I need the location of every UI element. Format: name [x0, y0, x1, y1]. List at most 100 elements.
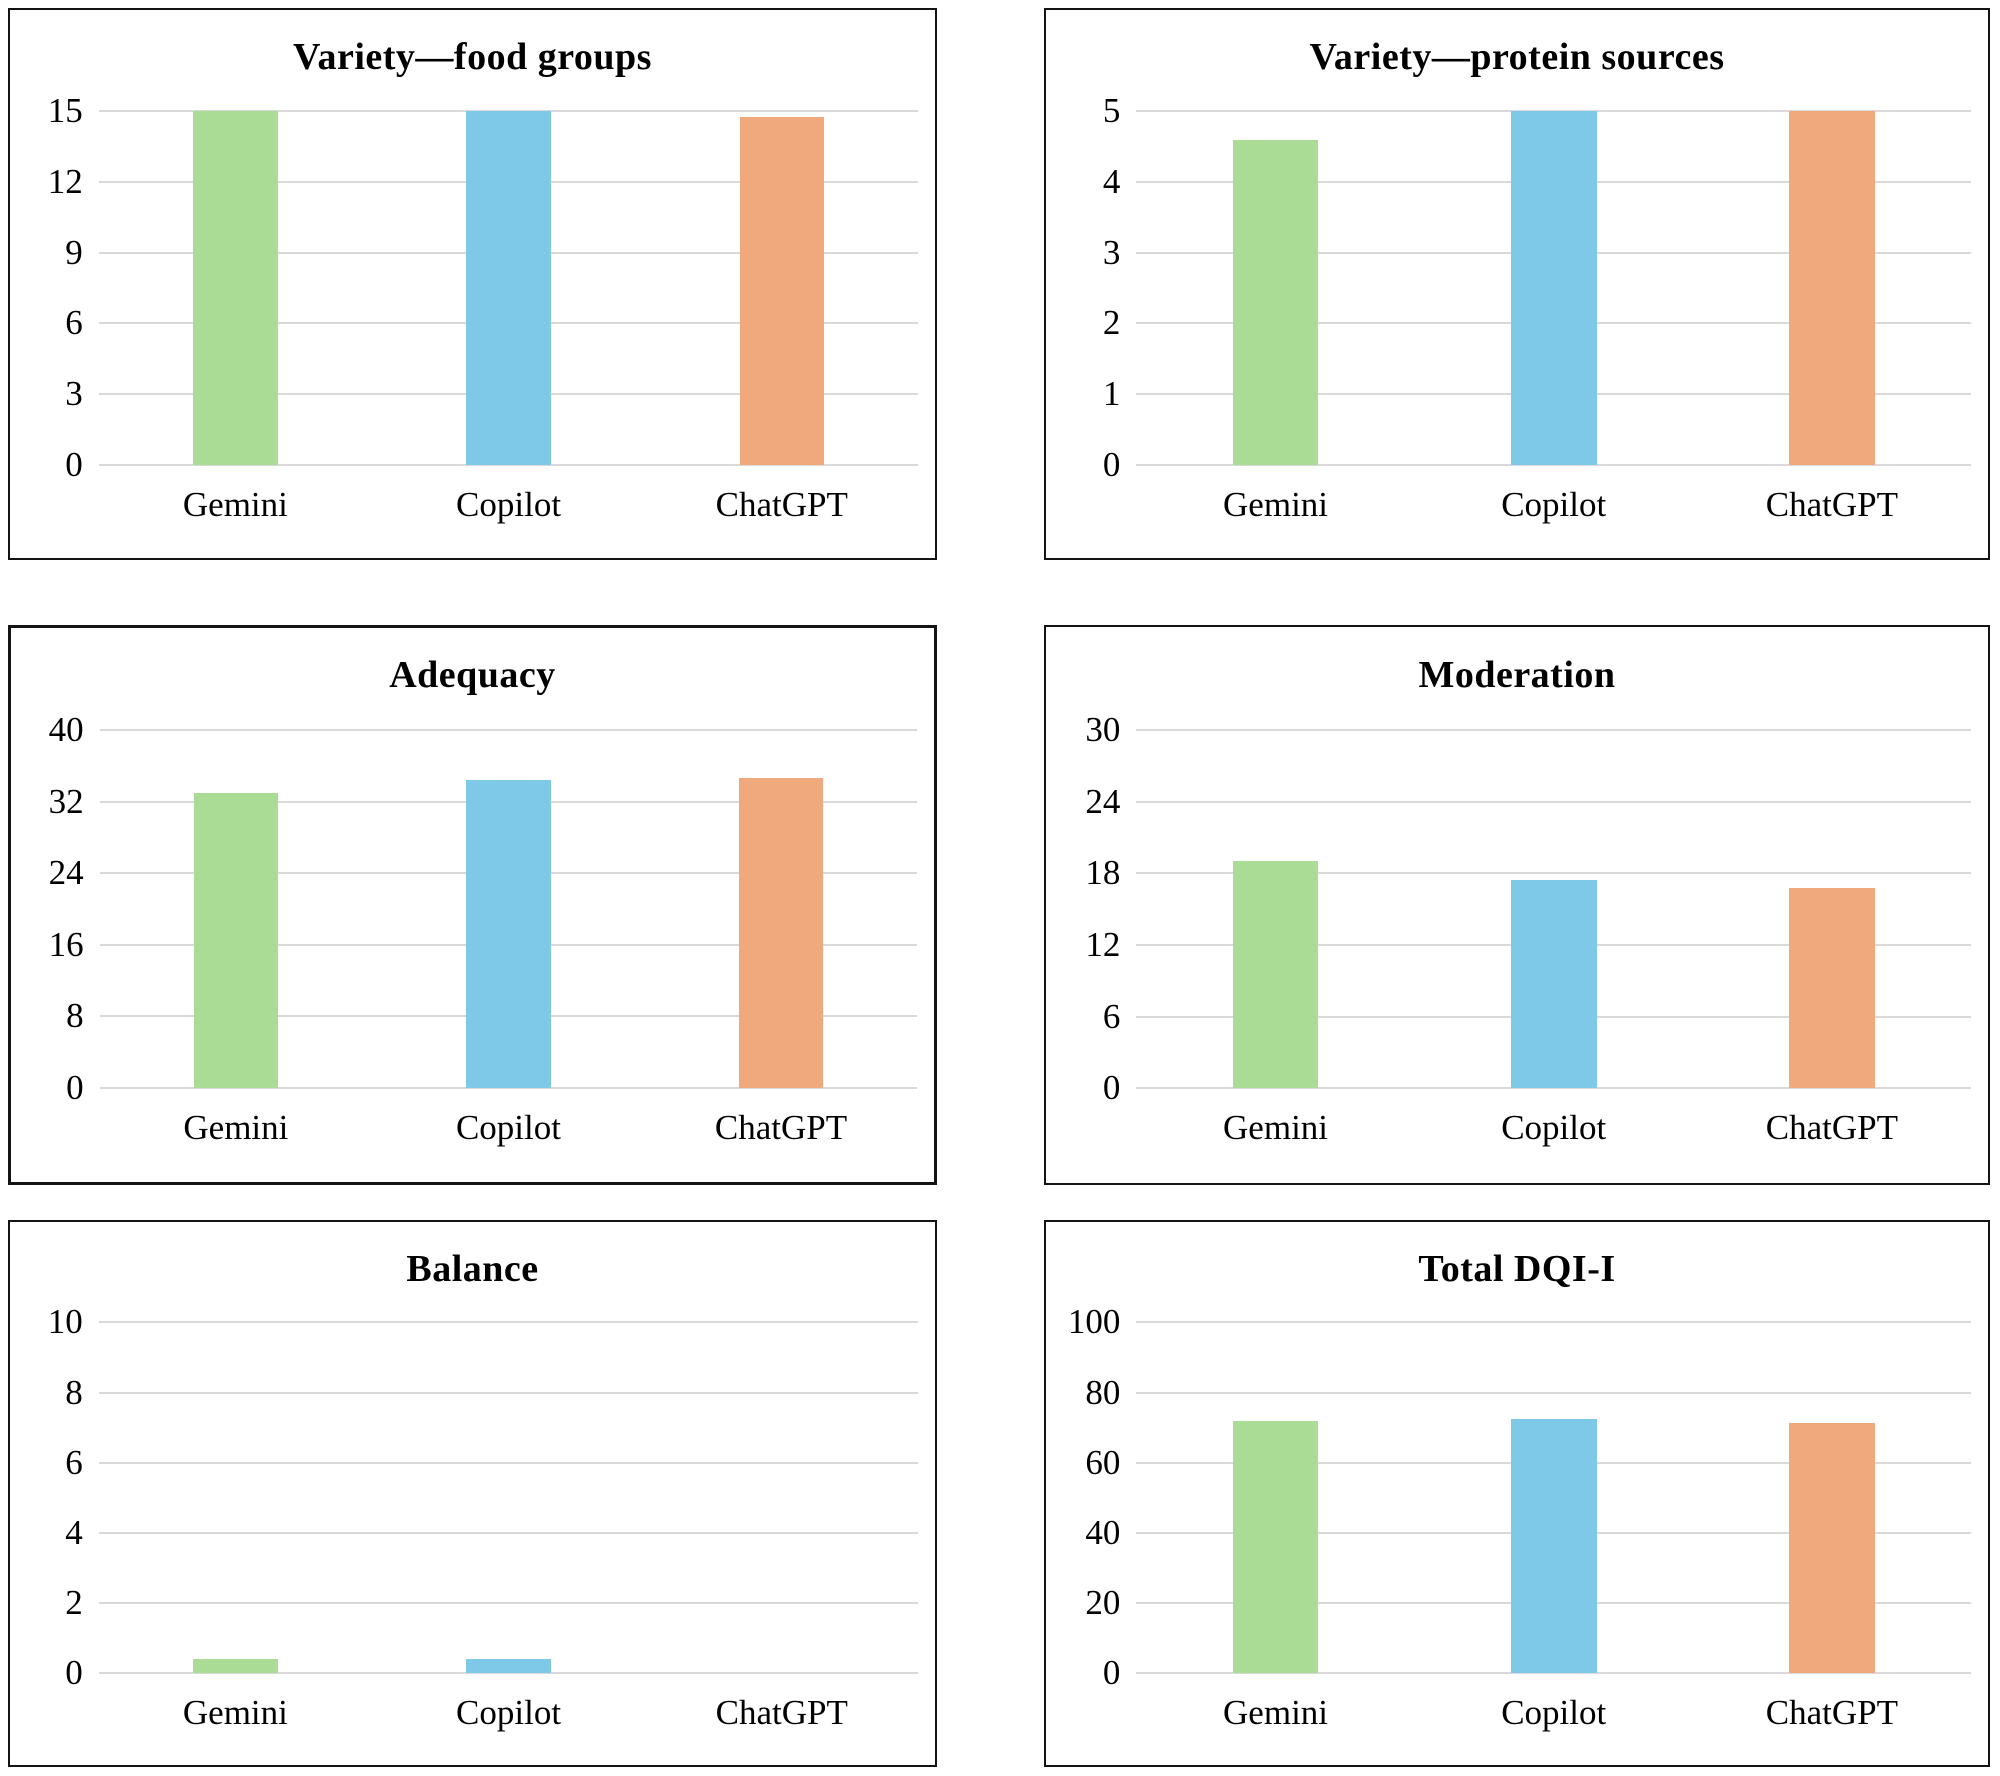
bar-gemini	[193, 111, 278, 465]
gridline-6	[98, 1461, 919, 1464]
y-tick-label: 3	[1102, 232, 1121, 272]
bar-copilot	[466, 111, 551, 465]
gridline-80	[1136, 1391, 1972, 1394]
y-tick-label: 30	[1085, 709, 1121, 749]
bar-gemini	[1232, 139, 1319, 465]
chart-panel-moderation: Moderation 0 6 12 18 24 30 Gemini Copilot ChatGPT	[1044, 625, 1990, 1185]
chart-title: Total DQI-I	[1418, 1247, 1616, 1290]
plot-area: 0 8 16 24 32 40 Gemini Copilot ChatGPT	[49, 711, 918, 1147]
plot-area: 0 1 2 3 4 5 Gemini Copilot ChatGPT	[1103, 92, 1972, 524]
chart-title: Moderation	[1418, 653, 1616, 696]
bar-copilot	[1510, 880, 1597, 1089]
gridline-0	[1136, 1671, 1972, 1674]
x-category-label: Copilot	[455, 1107, 561, 1147]
y-tick-label: 2	[1102, 303, 1121, 343]
x-category-label: ChatGPT	[714, 1107, 848, 1147]
bar-chatgpt	[1788, 111, 1875, 465]
y-tick-label: 0	[65, 444, 83, 484]
x-category-label: ChatGPT	[1765, 484, 1899, 524]
plot-area: 0 6 12 18 24 30 Gemini Copilot ChatGPT	[1085, 710, 1972, 1147]
y-tick-label: 40	[1085, 1512, 1121, 1552]
y-tick-label: 0	[1102, 1652, 1121, 1692]
y-tick-label: 60	[1085, 1442, 1121, 1482]
bar-chatgpt	[739, 117, 824, 465]
x-category-label: Gemini	[182, 1692, 288, 1732]
x-category-label: ChatGPT	[1765, 1108, 1899, 1148]
y-tick-label: 20	[1085, 1582, 1121, 1622]
chart-panel-variety-food-groups: Variety—food groups 0 3 6 9 12 15 Gemini Copilot…	[8, 8, 937, 560]
gridline-24	[1136, 800, 1972, 803]
x-category-label: Gemini	[1223, 1108, 1329, 1148]
x-category-label: Gemini	[183, 1107, 289, 1147]
bar-copilot	[1510, 111, 1597, 465]
y-tick-label: 6	[65, 303, 83, 343]
y-tick-label: 4	[65, 1512, 83, 1552]
gridline-100	[1136, 1321, 1972, 1324]
gridline-30	[1136, 728, 1972, 731]
y-tick-label: 18	[1085, 853, 1121, 893]
bar-copilot	[1510, 1419, 1597, 1673]
bar-chatgpt	[1788, 888, 1875, 1089]
chart-title: Variety—protein sources	[1309, 36, 1725, 79]
x-category-label: Gemini	[1223, 1692, 1329, 1732]
bar-chatgpt	[738, 777, 824, 1088]
y-tick-label: 5	[1102, 91, 1121, 131]
y-tick-label: 1	[1102, 374, 1121, 414]
x-category-label: Copilot	[1501, 1692, 1607, 1732]
bar-gemini	[1232, 861, 1319, 1089]
gridline-0	[98, 1671, 919, 1674]
y-tick-label: 24	[1085, 781, 1121, 821]
gridline-0	[1136, 463, 1972, 466]
gridline-8	[98, 1391, 919, 1394]
x-category-label: ChatGPT	[1765, 1692, 1899, 1732]
y-tick-label: 32	[48, 781, 84, 821]
x-category-label: Gemini	[1223, 484, 1329, 524]
bar-gemini	[193, 1658, 278, 1673]
y-tick-label: 0	[66, 1067, 84, 1107]
y-tick-label: 0	[1102, 1068, 1121, 1108]
chart-panel-adequacy: Adequacy 0 8 16 24 32 40 Gemini Copilot ChatGPT	[8, 625, 937, 1185]
x-category-label: Copilot	[456, 484, 562, 524]
gridline-10	[98, 1321, 919, 1324]
x-category-label: Copilot	[1501, 1108, 1607, 1148]
x-category-label: Copilot	[1501, 484, 1607, 524]
gridline-40	[99, 729, 918, 732]
gridline-0	[98, 463, 919, 466]
chart-title: Adequacy	[389, 654, 556, 697]
x-category-label: Gemini	[182, 484, 288, 524]
gridline-0	[99, 1086, 918, 1089]
bar-copilot	[466, 779, 551, 1088]
plot-area: 0 2 4 6 8 10 Gemini Copilot ChatGPT	[48, 1303, 919, 1732]
bar-chatgpt	[1788, 1423, 1875, 1673]
x-category-label: ChatGPT	[715, 484, 848, 524]
y-tick-label: 16	[48, 924, 84, 964]
plot-area: 0 20 40 60 80 100 Gemini Copilot ChatGPT	[1068, 1303, 1972, 1732]
chart-panel-total-dqi-i: Total DQI-I 0 20 40 60 80 100 Gemini Copilot Chat…	[1044, 1220, 1990, 1767]
y-tick-label: 9	[65, 232, 83, 272]
y-tick-label: 0	[65, 1652, 83, 1692]
y-tick-label: 4	[1102, 162, 1121, 202]
y-tick-label: 40	[48, 710, 84, 750]
y-tick-label: 24	[48, 853, 84, 893]
plot-area: 0 3 6 9 12 15 Gemini Copilot ChatGPT	[48, 92, 919, 524]
y-tick-label: 10	[47, 1302, 83, 1342]
x-category-label: Copilot	[456, 1692, 562, 1732]
bar-gemini	[1232, 1420, 1319, 1673]
y-tick-label: 12	[47, 162, 83, 202]
y-tick-label: 12	[1085, 925, 1121, 965]
y-tick-label: 3	[65, 374, 83, 414]
y-tick-label: 6	[1102, 996, 1121, 1036]
gridline-18	[1136, 872, 1972, 875]
bar-gemini	[193, 793, 278, 1088]
gridline-2	[98, 1601, 919, 1604]
y-tick-label: 100	[1067, 1302, 1121, 1342]
bar-copilot	[466, 1658, 551, 1673]
gridline-4	[98, 1531, 919, 1534]
y-tick-label: 2	[65, 1582, 83, 1622]
y-tick-label: 8	[66, 996, 84, 1036]
chart-title: Variety—food groups	[293, 36, 652, 79]
y-tick-label: 8	[65, 1372, 83, 1412]
chart-panel-variety-protein-sources: Variety—protein sources 0 1 2 3 4 5 Gemini Copil…	[1044, 8, 1990, 560]
y-tick-label: 6	[65, 1442, 83, 1482]
